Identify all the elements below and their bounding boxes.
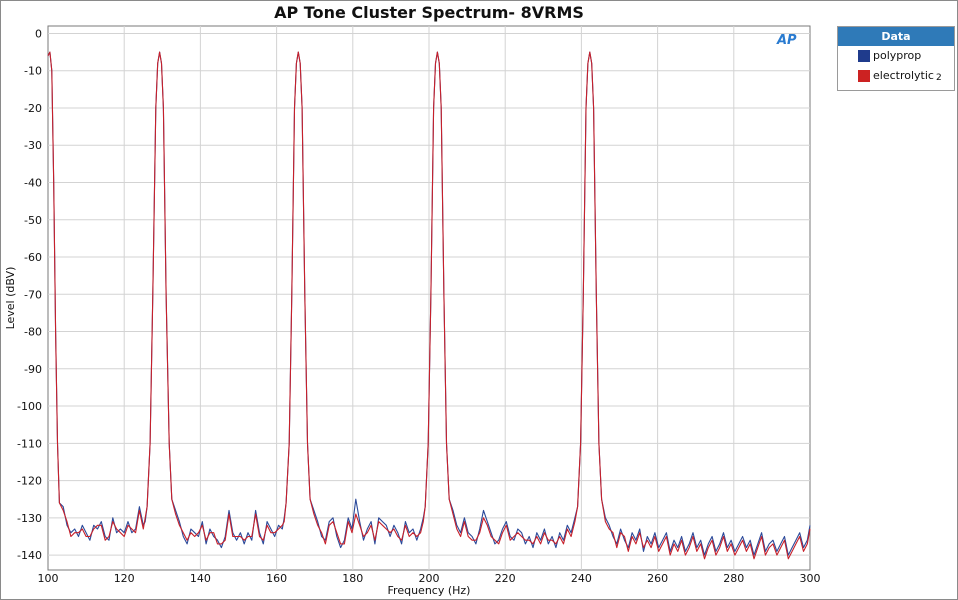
legend-header: Data [838,27,954,46]
legend: Data polyprop electrolytic 2 [837,26,955,91]
series-line-electrolytic [47,51,811,560]
y-tick-label: -20 [24,102,42,115]
y-tick-label: 0 [35,27,42,40]
y-tick-label: -90 [24,363,42,376]
chart-title: AP Tone Cluster Spectrum- 8VRMS [274,3,584,22]
y-axis-label: Level (dBV) [4,267,17,330]
x-tick-label: 140 [190,572,211,585]
y-tick-labels: 0 -10 -20 -30 -40 -50 -60 -70 -80 -90 -100 -110 -120… [17,27,42,562]
legend-swatch-electrolytic [858,70,870,82]
legend-sublabel: 2 [936,73,942,83]
y-tick-label: -70 [24,288,42,301]
legend-item-polyprop[interactable]: polyprop [838,46,954,66]
y-tick-label: -50 [24,214,42,227]
y-tick-label: -130 [17,512,42,525]
legend-item-electrolytic[interactable]: electrolytic 2 [838,66,954,86]
ap-logo-icon: AP [777,33,797,48]
y-tick-label: -140 [17,549,42,562]
x-tick-label: 300 [800,572,821,585]
x-tick-label: 200 [419,572,440,585]
x-tick-label: 120 [114,572,135,585]
x-tick-label: 280 [723,572,744,585]
y-tick-label: -40 [24,176,42,189]
legend-swatch-polyprop [858,50,870,62]
y-tick-label: -100 [17,400,42,413]
grid-lines [48,26,810,570]
y-tick-label: -110 [17,437,42,450]
x-tick-label: 220 [495,572,516,585]
series-lines [47,51,811,560]
legend-label: electrolytic [873,69,934,82]
y-tick-label: -80 [24,326,42,339]
y-tick-label: -120 [17,475,42,488]
y-tick-label: -10 [24,65,42,78]
x-tick-label: 240 [571,572,592,585]
x-tick-label: 260 [647,572,668,585]
x-tick-labels: 100 120 140 160 180 200 220 240 260 280 300 [38,572,821,585]
x-tick-label: 100 [38,572,59,585]
y-tick-label: -30 [24,139,42,152]
x-tick-label: 160 [266,572,287,585]
x-tick-label: 180 [342,572,363,585]
ap-logo-text: AP [777,33,797,48]
legend-label: polyprop [873,49,922,62]
y-tick-label: -60 [24,251,42,264]
x-axis-label: Frequency (Hz) [388,584,471,597]
